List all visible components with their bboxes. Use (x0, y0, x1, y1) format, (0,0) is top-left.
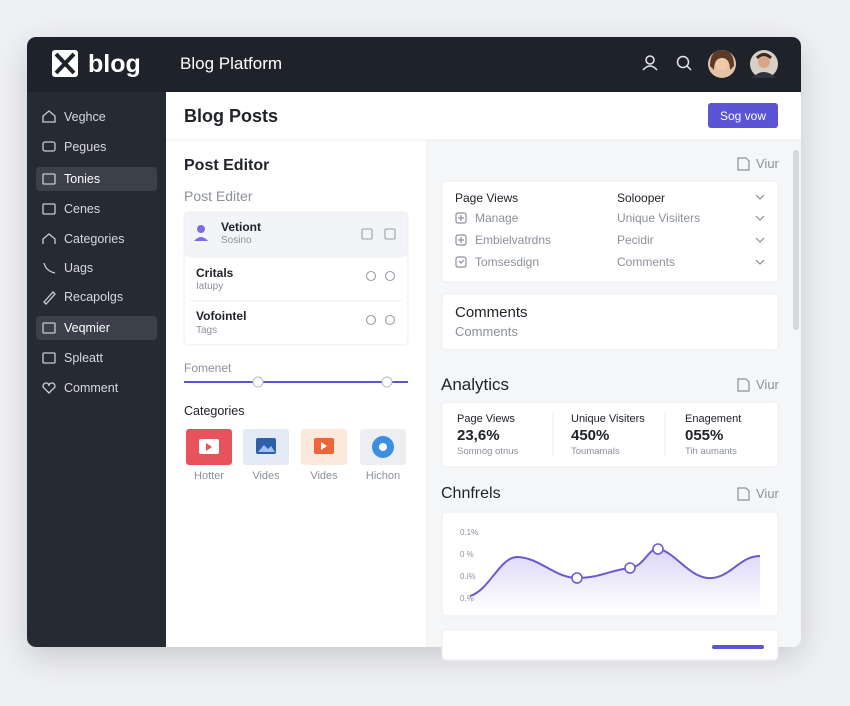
card (441, 401, 779, 468)
row-cell: Embielvatrdns (475, 233, 552, 247)
active-item[interactable] (36, 316, 157, 340)
stat-value: 23,6% (457, 427, 500, 444)
card-title: Comments (455, 304, 528, 321)
nav-item[interactable]: Categories (64, 232, 125, 246)
stat-label: Unique Visiters (571, 413, 645, 425)
nav-item[interactable]: Recapolgs (64, 290, 124, 304)
active-item[interactable] (36, 167, 157, 191)
nav-item[interactable]: Veghce (64, 110, 106, 124)
card (441, 629, 779, 661)
nav-item[interactable]: Uags (64, 261, 94, 275)
page-title: Blog Posts (184, 106, 279, 126)
subtitle: Post Editer (184, 188, 253, 204)
section-title: Analytics (441, 375, 510, 394)
row-cell: Comments (617, 255, 676, 269)
item-subtitle: Sosino (221, 235, 252, 246)
view-link[interactable]: Viur (756, 377, 779, 392)
row-cell: Solooper (617, 191, 666, 205)
card (441, 293, 779, 351)
item-title[interactable]: Vofointel (196, 309, 247, 323)
category-label: Vides (252, 470, 280, 482)
top-bar (27, 37, 801, 92)
item-title[interactable]: Critals (196, 266, 234, 280)
section-title: Chnfrels (441, 485, 501, 502)
card-subtitle: Comments (455, 324, 518, 339)
stat-note: Toumamals (571, 446, 620, 457)
button-label[interactable]: Sog vow (719, 109, 767, 123)
stat-value: 450% (571, 427, 610, 444)
item-subtitle: Tags (196, 325, 218, 336)
section-title: Post Editor (184, 157, 270, 174)
row-cell: Manage (475, 211, 519, 225)
section-title: Categories (184, 404, 245, 418)
nav-item[interactable]: Tonies (64, 172, 101, 186)
slider-label: Fomenet (184, 361, 232, 375)
item-title[interactable]: Vetiont (221, 220, 262, 234)
logo: blog (88, 50, 141, 78)
category-label: Vides (310, 470, 338, 482)
nav-item[interactable]: Cenes (64, 202, 101, 216)
view-link[interactable]: Viur (756, 486, 779, 501)
button[interactable] (708, 103, 778, 128)
item-subtitle: Iatupy (196, 281, 224, 292)
stat-label: Enagement (685, 413, 742, 425)
axis-label: 0.i% (460, 572, 476, 581)
search-icon[interactable] (676, 55, 690, 69)
stat-note: Somnog otnus (457, 446, 519, 457)
row-cell: Pecidir (617, 233, 654, 247)
axis-label: 0.% (460, 594, 474, 603)
row-cell: Page Views (455, 191, 519, 205)
nav-item[interactable]: Spleatt (64, 351, 103, 365)
axis-label: 0 % (460, 550, 474, 559)
stat-note: Tih aumants (685, 446, 737, 457)
view-link[interactable]: Viur (756, 156, 779, 171)
row-cell: Unique Visiiters (617, 211, 701, 225)
category-label: Hotter (194, 470, 224, 482)
nav-item[interactable]: Pegues (64, 140, 107, 154)
category-label: Hichon (365, 470, 401, 482)
row-cell: Tomsesdign (475, 255, 540, 269)
nav-item[interactable]: Veqmier (64, 321, 110, 335)
scrollbar[interactable] (793, 150, 799, 330)
nav-item[interactable]: Comment (64, 381, 119, 395)
stat-value: 055% (685, 427, 724, 444)
profile-icon[interactable] (645, 55, 655, 65)
stat-label: Page Views (457, 413, 515, 425)
app-title: Blog Platform (180, 54, 283, 73)
button-label[interactable]: Sog vow (706, 315, 754, 329)
card (441, 180, 779, 283)
axis-label: 0.1% (460, 528, 479, 537)
